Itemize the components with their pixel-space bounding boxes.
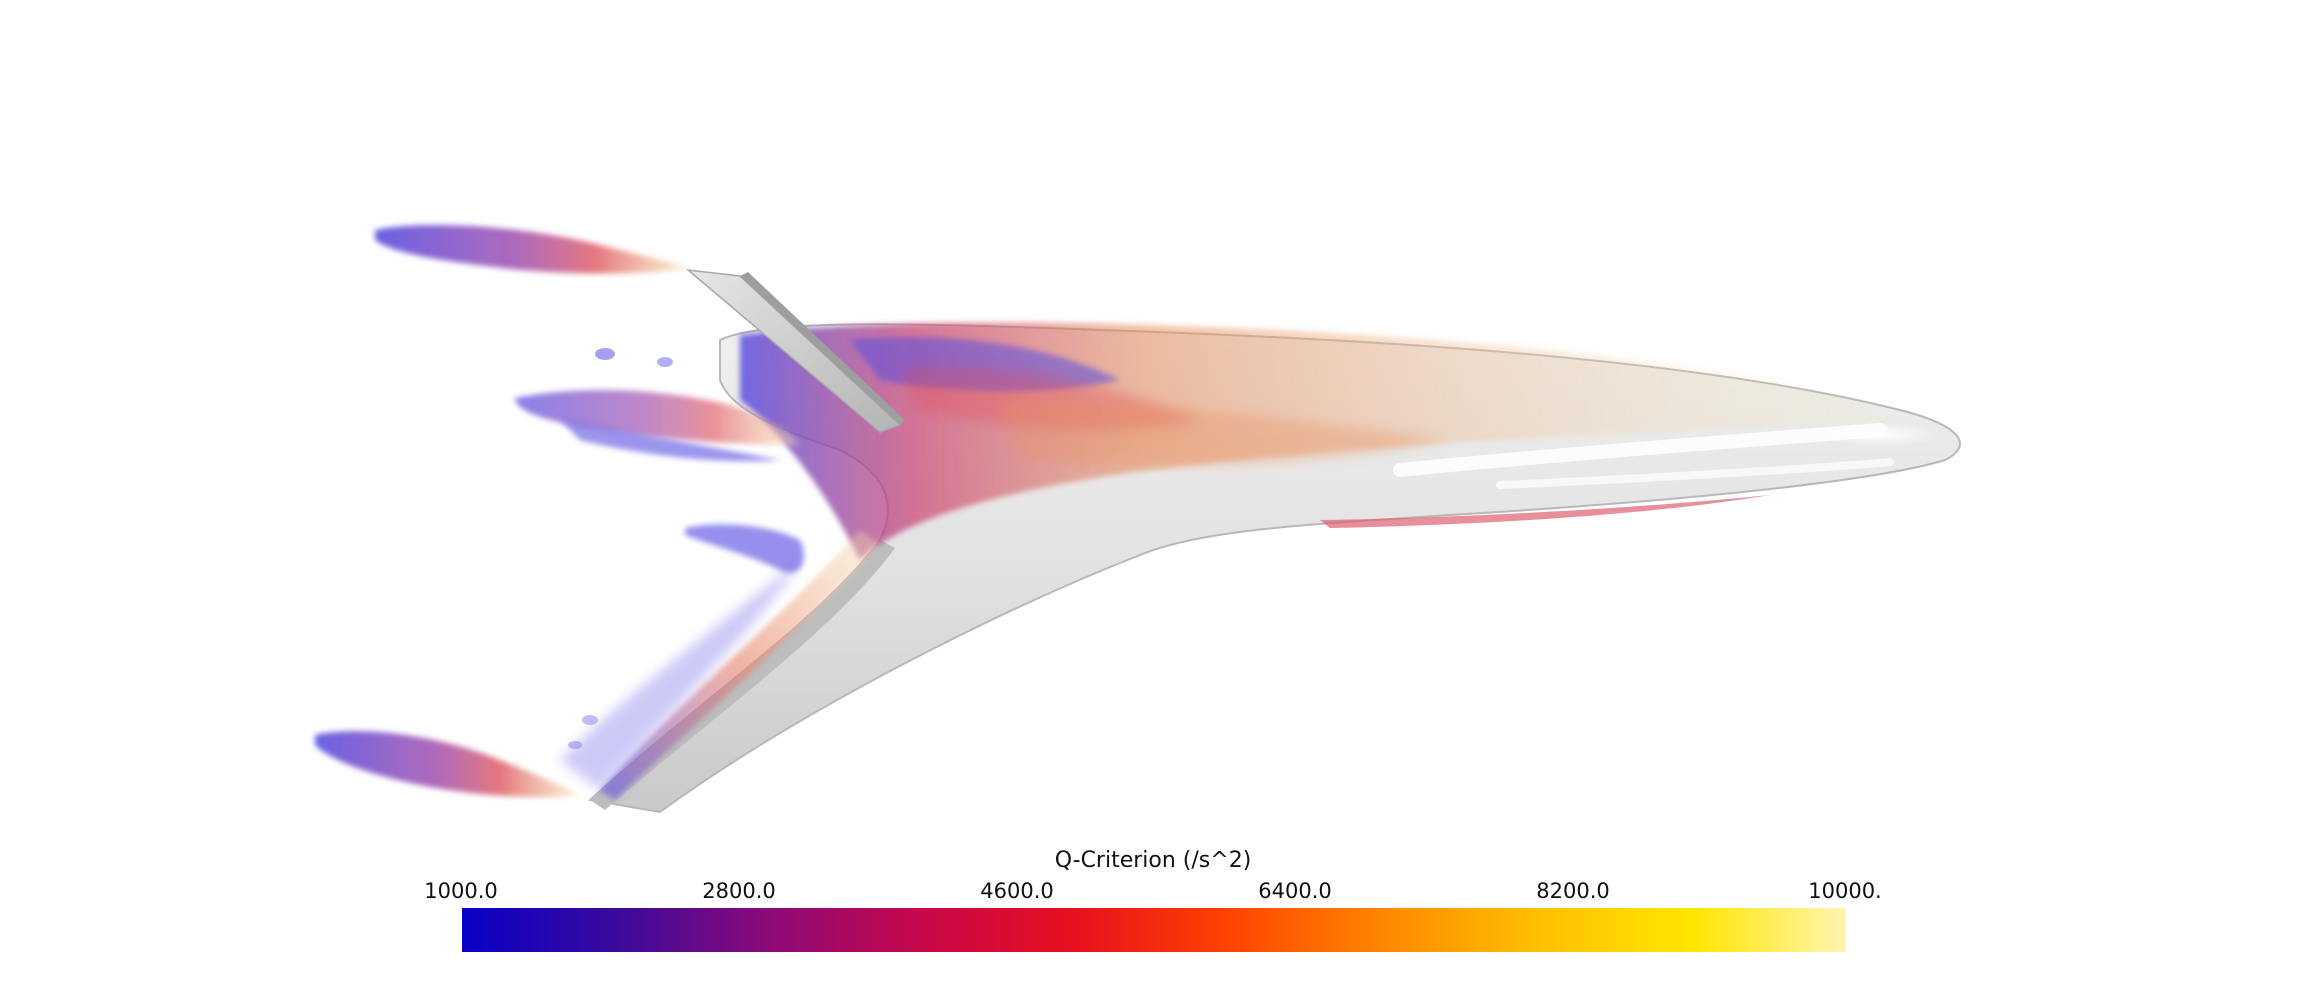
colorbar-tick-label: 10000. [1808, 879, 1882, 903]
colorbar-tick-label: 2800.0 [702, 879, 776, 903]
lower-mid-vortex [685, 524, 804, 573]
colorbar-tick-label: 1000.0 [424, 879, 498, 903]
colorbar-gradient [462, 908, 1846, 952]
colorbar-tick-label: 6400.0 [1258, 879, 1332, 903]
leading-edge-vortex [600, 530, 880, 800]
colorbar-tick-label: 8200.0 [1536, 879, 1610, 903]
underside-vortex-band [1320, 495, 1770, 528]
upper-wingtip-wake [375, 225, 690, 274]
mid-wake-streams [515, 389, 800, 445]
lower-wingtip-wake [315, 731, 580, 797]
colorbar-title: Q-Criterion (/s^2) [1054, 848, 1252, 873]
colorbar-tick-label: 4600.0 [980, 879, 1054, 903]
